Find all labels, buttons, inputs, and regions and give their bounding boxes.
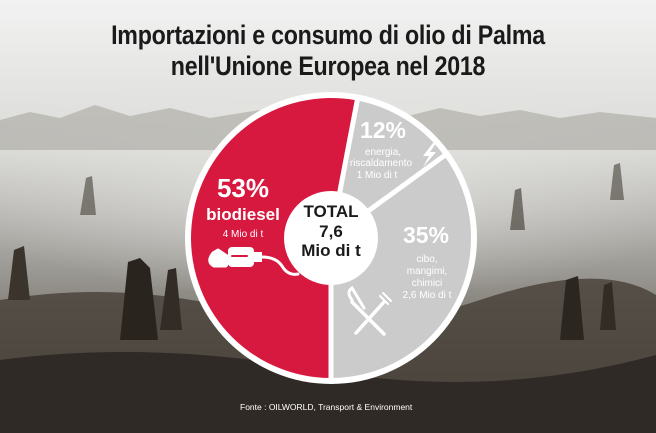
energia-label-line-1: energia, [365,147,401,158]
energia-amount: 1 Mio di t [357,170,398,181]
cibo-label-line-1: cibo, [416,254,437,265]
total-value: 7,6 [319,222,343,241]
fork-knife-icon [347,285,392,336]
chart-title: Importazioni e consumo di olio di Palma … [46,20,610,82]
title-line-1: Importazioni e consumo di olio di Palma [111,20,545,50]
cibo-label-line-3: chimici [412,278,443,289]
source-note: Fonte : OILWORLD, Transport & Environmen… [240,402,413,412]
cibo-percent: 35% [403,222,449,248]
title-line-2: nell'Unione Europea nel 2018 [170,51,486,81]
total-unit: Mio di t [301,241,361,260]
lightning-icon [423,143,436,167]
biodiesel-percent: 53% [217,173,269,203]
total-label: TOTAL [303,202,358,221]
energia-label-line-2: riscaldamento [350,158,413,169]
pie-slice-biodiesel [191,98,358,378]
energia-percent: 12% [360,117,406,143]
cibo-amount: 2,6 Mio di t [403,290,452,301]
center-total-circle [284,191,378,285]
biodiesel-label: biodiesel [206,205,280,224]
biodiesel-amount: 4 Mio di t [223,229,264,240]
fuel-nozzle-icon [208,247,300,276]
cibo-label-line-2: mangimi, [407,266,448,277]
